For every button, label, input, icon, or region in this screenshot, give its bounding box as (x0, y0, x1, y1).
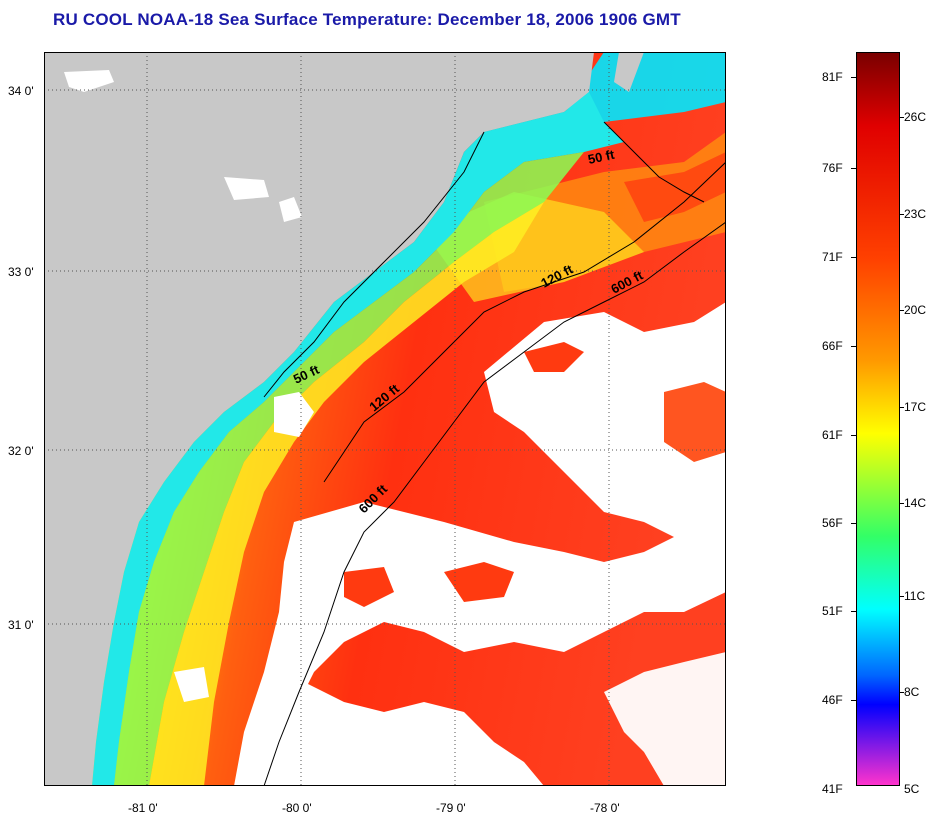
cbar-label-11c: 11C (904, 589, 926, 603)
cbar-label-56f: 56F (822, 516, 843, 530)
cbar-tick-c (899, 310, 904, 311)
cbar-label-46f: 46F (822, 693, 843, 707)
cbar-tick-c (899, 503, 904, 504)
cbar-tick-c (899, 214, 904, 215)
sst-map-canvas: 50 ft 50 ft 120 ft 120 ft 600 ft 600 ft (44, 52, 726, 786)
cloud-area-south (254, 662, 544, 786)
cbar-label-71f: 71F (822, 250, 843, 264)
coastal-green-band (114, 152, 584, 786)
lon-label-78: -78 0' (590, 801, 620, 815)
cbar-tick-f (851, 700, 856, 701)
cbar-tick-f (851, 611, 856, 612)
cbar-label-81f: 81F (822, 70, 843, 84)
contour-120ft (323, 161, 726, 483)
cloud-patch-south-inshore (174, 667, 209, 702)
cbar-tick-f (851, 77, 856, 78)
land-area (44, 52, 594, 786)
cbar-tick-f (851, 435, 856, 436)
grid-lines (44, 52, 726, 786)
cbar-tick-f (851, 257, 856, 258)
warm-patch-1 (524, 342, 584, 372)
cbar-tick-f (851, 346, 856, 347)
cbar-label-17c: 17C (904, 400, 927, 414)
cloud-patch-land-mid (224, 177, 269, 200)
cbar-label-76f: 76F (822, 161, 843, 175)
cbar-label-8c: 8C (904, 685, 920, 699)
cbar-label-5c: 5C (904, 782, 920, 796)
lon-label-81: -81 0' (128, 801, 158, 815)
sst-map[interactable]: 50 ft 50 ft 120 ft 120 ft 600 ft 600 ft (44, 52, 726, 786)
lat-label-31: 31 0' (8, 618, 34, 632)
cbar-label-41f: 41F (822, 782, 843, 796)
contour-label-50ft-north: 50 ft (587, 147, 617, 167)
warm-patch-4 (664, 382, 726, 462)
cbar-label-61f: 61F (822, 428, 843, 442)
cbar-tick-c (899, 117, 904, 118)
cbar-label-51f: 51F (822, 604, 843, 618)
cloud-area-southeast (604, 652, 726, 786)
cbar-tick-f (851, 168, 856, 169)
cbar-label-20c: 20C (904, 303, 927, 317)
temperature-colorbar (856, 52, 900, 786)
cloud-patch-lake (279, 197, 302, 222)
cbar-label-26c: 26C (904, 110, 927, 124)
lat-label-32: 32 0' (8, 444, 34, 458)
lon-label-79: -79 0' (436, 801, 466, 815)
warm-patch-2 (444, 562, 514, 602)
contour-50ft-mid (263, 131, 485, 398)
map-title: RU COOL NOAA-18 Sea Surface Temperature:… (53, 10, 681, 29)
cloud-patch-land-nw (64, 70, 114, 92)
lat-label-34: 34 0' (8, 84, 34, 98)
warm-patch-3 (344, 567, 394, 607)
depth-contours (263, 121, 726, 786)
contour-600ft (263, 221, 726, 786)
coastal-yellow-band (149, 202, 544, 786)
cloud-patch-inshore (274, 392, 314, 437)
cbar-tick-c (899, 596, 904, 597)
land-cape (614, 52, 644, 92)
cbar-tick-c (899, 692, 904, 693)
lon-label-80: -80 0' (282, 801, 312, 815)
cbar-tick-c (899, 407, 904, 408)
map-frame (44, 52, 726, 786)
cbar-tick-f (851, 523, 856, 524)
lat-label-33: 33 0' (8, 265, 34, 279)
cbar-label-23c: 23C (904, 207, 927, 221)
cbar-label-66f: 66F (822, 339, 843, 353)
cbar-label-14c: 14C (904, 496, 927, 510)
coastal-cool-strip (92, 92, 624, 786)
